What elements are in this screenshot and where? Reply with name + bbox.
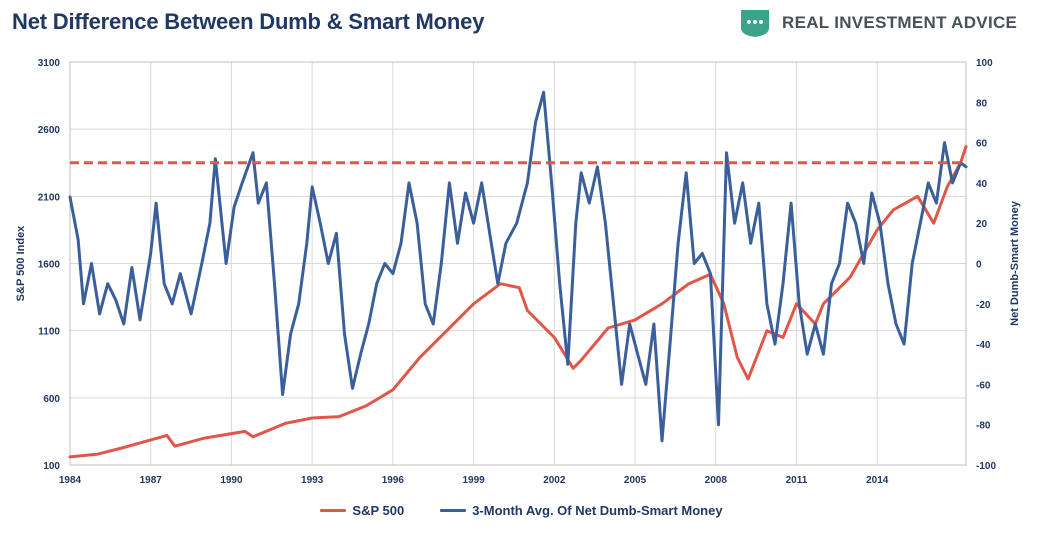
brand-logo-icon [741,10,769,37]
y-left-tick-label: 600 [43,394,60,405]
x-tick-label: 1999 [462,475,485,486]
brand-name: REAL INVESTMENT ADVICE [782,13,1018,32]
y-right-tick-label: -80 [976,421,991,432]
legend-swatch-money [440,509,467,512]
y-left-axis-title: S&P 500 Index [15,225,27,301]
legend-item-money: 3-Month Avg. Of Net Dumb-Smart Money [440,503,723,518]
y-left-tick-label: 3100 [38,58,61,69]
x-tick-label: 1990 [220,475,243,486]
x-tick-label: 2005 [624,475,647,486]
y-right-tick-label: 60 [976,139,988,150]
y-left-tick-label: 1100 [38,327,60,338]
y-right-tick-label: -20 [976,300,991,311]
y-right-tick-label: -100 [976,461,996,472]
x-tick-label: 2008 [705,475,728,486]
y-left-tick-label: 2100 [38,192,61,203]
y-right-tick-label: -60 [976,380,991,391]
chart-area: 10060011001600210026003100-100-80-60-40-… [15,58,1021,486]
plot-frame [69,61,967,466]
legend-item-sp500: S&P 500 [320,503,404,518]
y-left-tick-label: 2600 [38,125,61,136]
x-tick-label: 2011 [786,475,808,486]
series-line-sp500 [68,145,968,459]
y-left-tick-label: 1600 [38,260,61,271]
x-tick-label: 1984 [59,475,82,486]
series-line-money [68,90,968,443]
y-right-tick-label: 100 [976,58,993,69]
y-left-tick-label: 100 [43,461,60,472]
y-right-axis-title: Net Dumb-Smart Money [1009,200,1021,326]
y-right-tick-label: 20 [976,219,988,230]
legend-label-sp500: S&P 500 [352,503,405,518]
chart-legend: S&P 500 3-Month Avg. Of Net Dumb-Smart M… [0,503,1043,518]
y-right-tick-label: 40 [976,179,988,190]
x-tick-label: 1987 [140,475,163,486]
legend-label-money: 3-Month Avg. Of Net Dumb-Smart Money [472,503,723,518]
y-right-tick-label: 0 [976,260,982,271]
x-tick-label: 1993 [301,475,324,486]
legend-swatch-sp500 [320,509,347,512]
brand: REAL INVESTMENT ADVICE [738,8,1017,38]
y-right-tick-label: -40 [976,340,991,351]
x-tick-label: 1996 [382,475,405,486]
y-right-tick-label: 80 [976,98,988,109]
x-tick-label: 2002 [543,475,566,486]
chart-title: Net Difference Between Dumb & Smart Mone… [12,9,485,34]
x-tick-label: 2014 [866,475,889,486]
